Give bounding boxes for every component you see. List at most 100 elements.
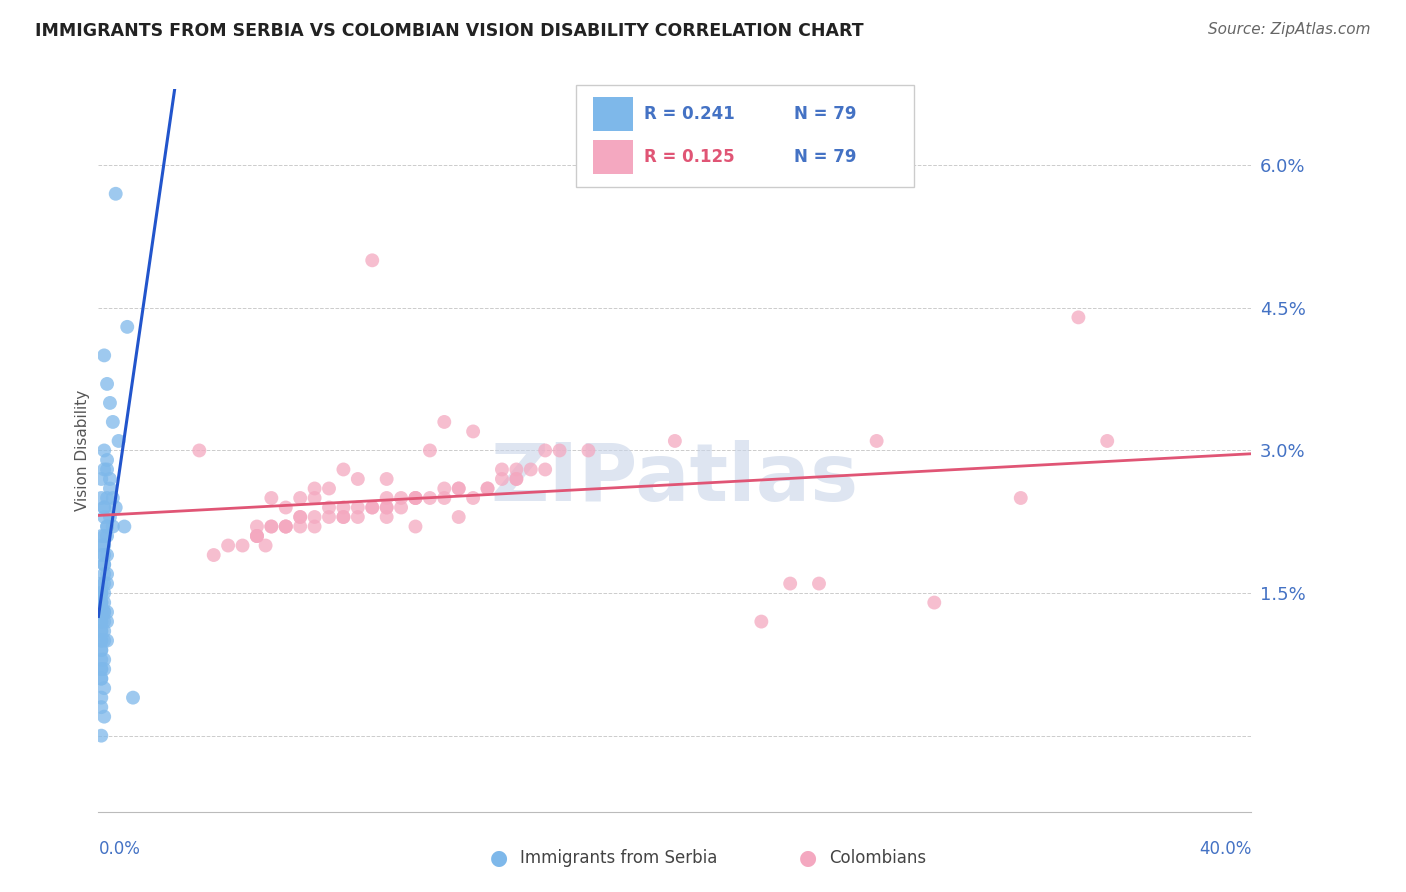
Point	[107, 434, 129, 448]
Point	[93, 615, 115, 629]
Point	[96, 529, 118, 543]
Point	[93, 548, 115, 562]
Point	[96, 491, 118, 505]
Point	[90, 624, 112, 639]
Point	[90, 529, 112, 543]
Point	[93, 662, 115, 676]
Point	[375, 472, 398, 486]
Point	[101, 415, 124, 429]
Point	[375, 491, 398, 505]
Point	[93, 529, 115, 543]
Point	[93, 567, 115, 582]
Point	[274, 519, 297, 533]
Point	[433, 415, 456, 429]
Point	[332, 462, 354, 476]
Point	[375, 500, 398, 515]
Point	[274, 519, 297, 533]
Point	[1067, 310, 1090, 325]
Point	[361, 500, 384, 515]
Point	[346, 472, 368, 486]
Point	[274, 519, 297, 533]
Point	[447, 482, 470, 496]
Point	[93, 596, 115, 610]
Text: N = 79: N = 79	[794, 148, 856, 166]
Point	[90, 672, 112, 686]
Point	[90, 690, 112, 705]
Point	[90, 576, 112, 591]
Point	[274, 500, 297, 515]
Text: 0.0%: 0.0%	[98, 840, 141, 858]
Point	[361, 500, 384, 515]
Point	[578, 443, 600, 458]
Point	[93, 605, 115, 619]
Point	[290, 519, 312, 533]
Point	[318, 510, 340, 524]
Point	[90, 615, 112, 629]
Point	[93, 681, 115, 695]
Point	[90, 643, 112, 657]
Point	[96, 376, 118, 391]
Text: Immigrants from Serbia: Immigrants from Serbia	[520, 849, 717, 867]
Point	[290, 491, 312, 505]
Point	[779, 576, 801, 591]
Point	[202, 548, 225, 562]
Point	[346, 500, 368, 515]
Point	[90, 596, 112, 610]
Point	[96, 462, 118, 476]
Point	[246, 529, 269, 543]
Y-axis label: Vision Disability: Vision Disability	[75, 390, 90, 511]
Point	[290, 510, 312, 524]
Point	[93, 510, 115, 524]
Point	[90, 652, 112, 666]
Point	[419, 443, 441, 458]
Point	[405, 491, 427, 505]
Point	[389, 500, 412, 515]
Point	[254, 539, 277, 553]
Point	[101, 491, 124, 505]
Point	[90, 662, 112, 676]
Point	[505, 472, 527, 486]
Point	[246, 529, 269, 543]
Point	[260, 491, 283, 505]
Text: Source: ZipAtlas.com: Source: ZipAtlas.com	[1208, 22, 1371, 37]
Point	[318, 482, 340, 496]
Point	[93, 558, 115, 572]
Point	[93, 539, 115, 553]
Point	[922, 596, 945, 610]
Point	[375, 500, 398, 515]
Point	[93, 652, 115, 666]
Point	[90, 548, 112, 562]
Point	[96, 548, 118, 562]
Point	[96, 567, 118, 582]
Point	[505, 462, 527, 476]
Text: ●: ●	[491, 848, 508, 868]
Point	[332, 510, 354, 524]
Point	[104, 186, 127, 201]
Point	[346, 510, 368, 524]
Point	[405, 491, 427, 505]
Point	[98, 510, 121, 524]
Point	[664, 434, 686, 448]
Point	[534, 443, 557, 458]
Point	[548, 443, 571, 458]
Point	[90, 605, 112, 619]
Point	[304, 519, 326, 533]
Point	[405, 491, 427, 505]
Point	[534, 462, 557, 476]
Point	[90, 662, 112, 676]
Point	[520, 462, 543, 476]
Point	[90, 615, 112, 629]
Text: 40.0%: 40.0%	[1199, 840, 1251, 858]
Point	[104, 500, 127, 515]
Point	[90, 643, 112, 657]
Point	[90, 672, 112, 686]
Text: ●: ●	[800, 848, 817, 868]
Point	[96, 453, 118, 467]
Point	[304, 491, 326, 505]
Point	[246, 519, 269, 533]
Point	[93, 462, 115, 476]
Text: R = 0.125: R = 0.125	[644, 148, 734, 166]
Text: IMMIGRANTS FROM SERBIA VS COLOMBIAN VISION DISABILITY CORRELATION CHART: IMMIGRANTS FROM SERBIA VS COLOMBIAN VISI…	[35, 22, 863, 40]
Point	[419, 491, 441, 505]
Point	[93, 633, 115, 648]
